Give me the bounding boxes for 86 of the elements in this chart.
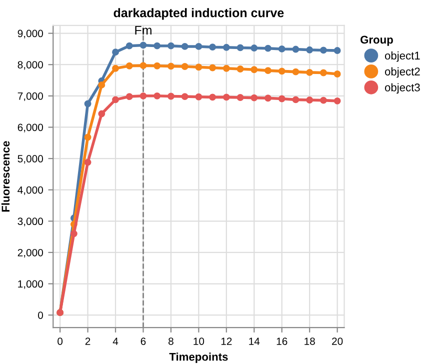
point	[334, 70, 341, 78]
x-tick-label: 10	[194, 338, 204, 345]
point	[112, 48, 119, 56]
point	[250, 94, 258, 102]
x-tick-label: 18	[304, 338, 315, 345]
point	[195, 42, 202, 50]
y-axis-title: Fluorescence	[1, 141, 10, 212]
point	[334, 47, 341, 54]
y-tick-label: 9,000	[18, 30, 43, 38]
point	[84, 100, 92, 108]
point	[236, 94, 244, 101]
point	[154, 62, 161, 70]
point	[209, 44, 216, 51]
point	[112, 64, 119, 72]
point	[236, 44, 244, 52]
y-tick-label: 7,000	[18, 92, 43, 102]
point	[167, 42, 174, 50]
point	[320, 96, 327, 104]
point	[278, 95, 286, 102]
y-tick-label: 2,000	[18, 248, 43, 258]
point	[306, 68, 314, 76]
y-tick-label: 0	[38, 312, 43, 319]
y-tick-label: 6,000	[18, 124, 43, 132]
ref-line-label: Fm	[135, 26, 152, 35]
point	[264, 94, 272, 102]
point	[181, 63, 188, 70]
y-tick-label: 8,000	[18, 61, 43, 70]
point	[98, 110, 106, 118]
legend-label: object2	[384, 67, 420, 78]
x-tick-label: 16	[276, 338, 288, 345]
legend-label: object1	[384, 51, 420, 62]
y-tick-label: 4,000	[18, 186, 43, 195]
point	[181, 42, 188, 50]
point	[250, 44, 258, 52]
y-tick-label: 3,000	[18, 218, 43, 226]
point	[140, 42, 147, 49]
point	[126, 93, 133, 100]
point	[306, 46, 314, 54]
point	[250, 66, 258, 74]
point	[140, 62, 147, 70]
point	[278, 68, 286, 75]
point	[306, 96, 314, 104]
y-tick-label: 1,000	[18, 280, 43, 289]
point	[167, 92, 174, 100]
point	[195, 64, 202, 71]
point	[126, 62, 133, 70]
x-tick-label: 2	[85, 338, 90, 345]
point	[154, 92, 161, 100]
point	[98, 81, 106, 88]
point	[222, 64, 230, 72]
point	[320, 46, 327, 54]
point	[222, 94, 230, 101]
y-tick-label: 5,000	[18, 155, 43, 164]
x-tick-label: 8	[168, 338, 174, 345]
point	[334, 97, 341, 104]
point	[140, 92, 147, 100]
point	[181, 93, 188, 100]
point	[292, 68, 300, 76]
x-tick-label: 20	[332, 338, 343, 345]
x-tick-label: 0	[58, 338, 63, 345]
point	[84, 134, 92, 141]
point	[320, 69, 327, 76]
point	[167, 62, 174, 70]
point	[236, 66, 244, 72]
point	[209, 64, 216, 72]
point	[70, 230, 78, 238]
chart-title: darkadapted induction curve	[114, 8, 284, 20]
x-tick-label: 4	[112, 338, 118, 345]
point	[292, 46, 300, 53]
point	[264, 44, 272, 52]
point	[209, 94, 216, 101]
legend-title: Group	[360, 36, 393, 46]
point	[154, 42, 161, 50]
point	[84, 158, 92, 166]
point	[222, 44, 230, 51]
point	[278, 45, 286, 52]
legend-label: object3	[384, 83, 420, 94]
x-tick-label: 12	[221, 338, 232, 345]
x-tick-label: 6	[140, 338, 146, 345]
point	[292, 96, 300, 104]
x-tick-label: 14	[249, 338, 260, 345]
point	[112, 96, 119, 104]
point	[126, 42, 133, 50]
x-axis-title: Timepoints	[169, 352, 228, 363]
point	[264, 67, 272, 74]
point	[195, 93, 202, 100]
